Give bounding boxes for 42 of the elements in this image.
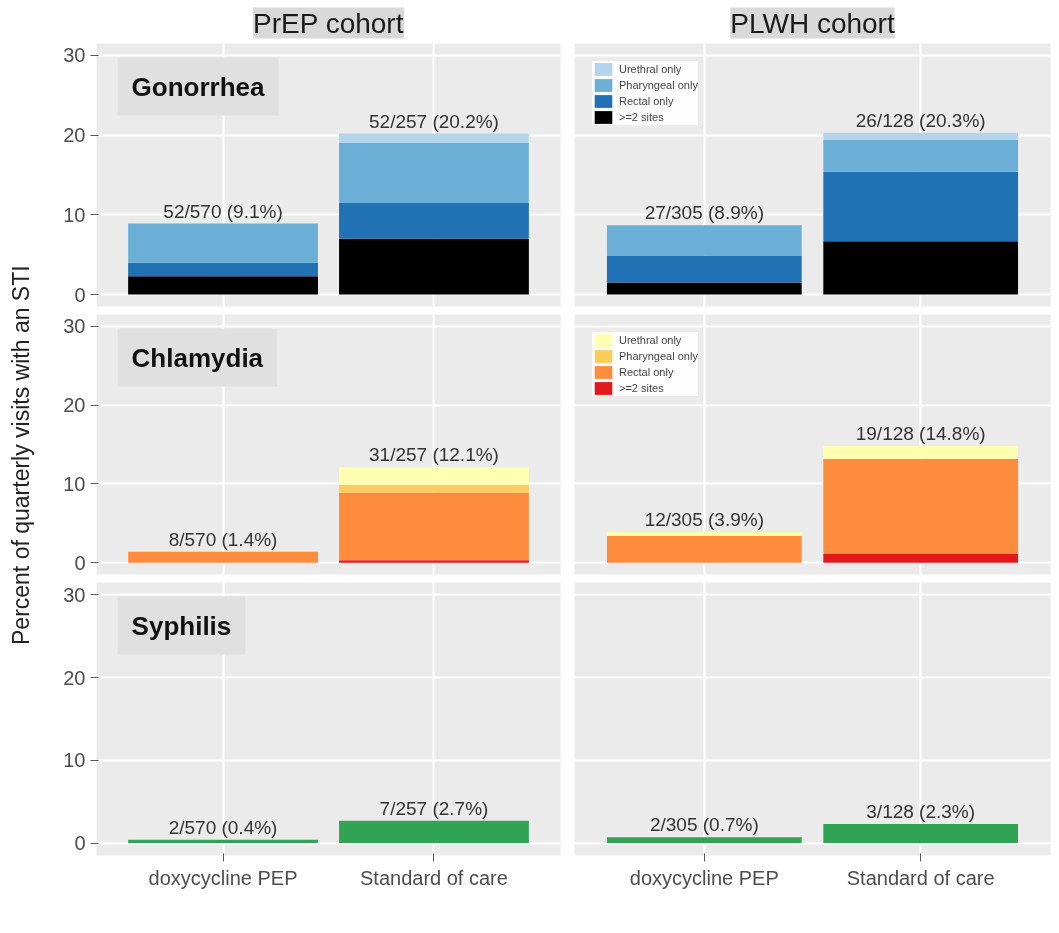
total-label: 8/570 (1.4%) xyxy=(168,528,278,550)
y-tick-label: 20 xyxy=(63,394,86,417)
legend-label: Urethral only xyxy=(619,62,682,77)
total-label: 3/128 (2.3%) xyxy=(866,801,976,823)
y-tick-label: 10 xyxy=(63,203,86,226)
total-label: 2/305 (0.7%) xyxy=(649,814,759,836)
total-label: 52/570 (9.1%) xyxy=(163,200,283,222)
legend-label: >=2 sites xyxy=(619,110,664,125)
y-tick-label: 0 xyxy=(74,551,86,574)
x-tick-label: Standard of care xyxy=(846,866,995,889)
legend-label: >=2 sites xyxy=(619,381,664,396)
legend-label: Pharyngeal only xyxy=(619,78,698,93)
x-tick-label: Standard of care xyxy=(360,866,508,889)
y-tick-label: 0 xyxy=(74,283,86,306)
total-label: 27/305 (8.9%) xyxy=(644,202,764,224)
y-tick-label: 10 xyxy=(63,472,86,495)
total-label: 26/128 (20.3%) xyxy=(855,109,986,131)
total-label: 19/128 (14.8%) xyxy=(855,423,986,445)
x-tick-label: doxycycline PEP xyxy=(148,866,298,889)
annotation: Chlamydia xyxy=(131,342,264,373)
total-label: 52/257 (20.2%) xyxy=(368,110,499,132)
y-tick-label: 30 xyxy=(63,315,86,338)
y-tick-label: 10 xyxy=(63,749,86,772)
legend-label: Urethral only xyxy=(619,333,682,348)
y-axis-title: Percent of quarterly visits with an STI xyxy=(7,265,35,645)
y-tick-label: 0 xyxy=(74,832,86,855)
legend-label: Pharyngeal only xyxy=(619,349,698,364)
y-tick-label: 30 xyxy=(63,583,86,606)
total-label: 2/570 (0.4%) xyxy=(168,816,278,838)
legend-label: Rectal only xyxy=(619,94,674,109)
y-tick-label: 20 xyxy=(63,666,86,689)
chart-title: PrEP cohort xyxy=(253,7,404,39)
legend-label: Rectal only xyxy=(619,365,674,380)
chart-title: PLWH cohort xyxy=(730,7,895,39)
x-tick-label: doxycycline PEP xyxy=(629,866,779,889)
annotation: Syphilis xyxy=(131,610,232,641)
total-label: 31/257 (12.1%) xyxy=(368,444,499,466)
annotation: Gonorrhea xyxy=(131,71,266,102)
y-tick-label: 20 xyxy=(63,124,86,147)
y-tick-label: 30 xyxy=(63,44,86,67)
total-label: 7/257 (2.7%) xyxy=(379,797,489,819)
total-label: 12/305 (3.9%) xyxy=(644,508,764,530)
